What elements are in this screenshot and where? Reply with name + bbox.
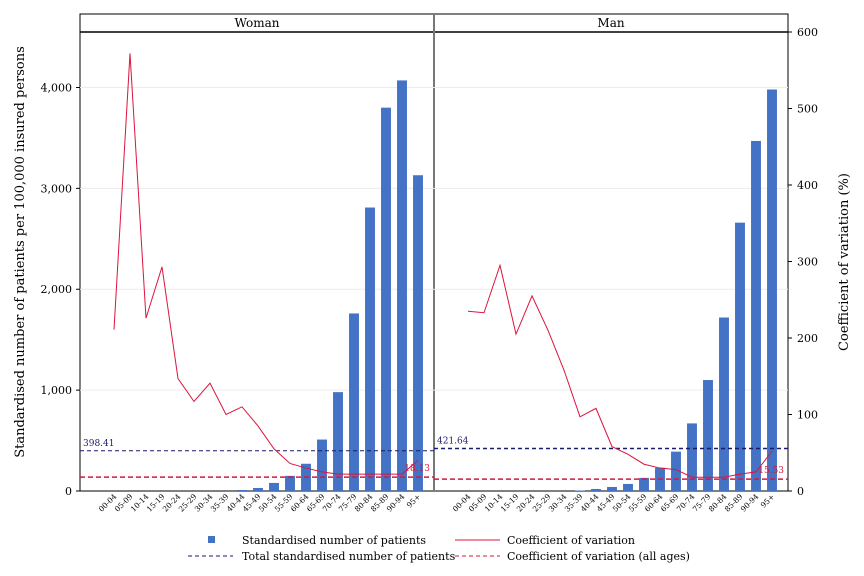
bar [735, 222, 745, 491]
right-tick-label: 100 [797, 409, 818, 422]
panel-title-man: Man [597, 16, 624, 30]
cv-all-annotation: 18.13 [404, 464, 430, 474]
cv-line [467, 263, 773, 478]
bar [413, 175, 423, 491]
gridlines [80, 86, 788, 391]
y-axis-left-label: Standardised number of patients per 100,… [13, 46, 28, 458]
bar [639, 477, 649, 491]
x-tick-label: 95+ [405, 492, 423, 510]
legend-cv-all-label: Coefficient of variation (all ages) [507, 550, 690, 563]
legend-cv-label: Coefficient of variation [507, 534, 635, 547]
bar [671, 451, 681, 491]
bar [703, 380, 713, 491]
bar [687, 423, 697, 491]
bar [575, 490, 585, 491]
legend-bars-label: Standardised number of patients [242, 534, 426, 547]
bar [591, 488, 601, 491]
bar [623, 483, 633, 491]
left-tick-label: 0 [65, 485, 72, 498]
total-annotation: 398.41 [83, 439, 115, 449]
bar [397, 80, 407, 491]
x-tick-label: 90-94 [385, 492, 407, 514]
right-tick-label: 300 [797, 256, 818, 269]
bar [285, 475, 295, 491]
bar [253, 487, 263, 491]
bar [751, 140, 761, 491]
annotations: 398.41 18.13 421.64 15.53 [83, 436, 784, 476]
right-axis: 0 100 200 300 400 500 600 [788, 26, 818, 498]
legend: Standardised number of patients Coeffici… [188, 534, 690, 563]
reference-lines [80, 447, 788, 480]
x-tick-label: 95+ [759, 492, 777, 510]
bar [767, 89, 777, 491]
right-tick-label: 600 [797, 26, 818, 39]
total-annotation: 421.64 [437, 436, 469, 446]
cv-line [113, 53, 419, 475]
left-axis: 0 1,000 2,000 3,000 4,000 [41, 81, 80, 498]
panel-title-woman: Woman [234, 16, 279, 30]
bar [333, 392, 343, 491]
x-tick-labels: 00-0405-0910-1415-1920-2425-2930-3435-39… [97, 492, 777, 514]
legend-bar-swatch [208, 536, 215, 543]
right-tick-label: 200 [797, 332, 818, 345]
left-tick-label: 4,000 [41, 81, 73, 94]
right-tick-label: 400 [797, 179, 818, 192]
bar [719, 317, 729, 491]
bar [365, 207, 375, 491]
bar [607, 486, 617, 491]
bar [349, 313, 359, 491]
left-tick-label: 3,000 [41, 182, 73, 195]
legend-total-label: Total standardised number of patients [242, 550, 456, 563]
y-axis-right-label: Coefficient of variation (%) [837, 173, 852, 351]
bar [237, 489, 247, 491]
bar [269, 482, 279, 491]
left-tick-label: 1,000 [41, 384, 73, 397]
cv-all-annotation: 15.53 [758, 466, 784, 476]
left-tick-label: 2,000 [41, 283, 73, 296]
bars [237, 80, 777, 492]
right-tick-label: 500 [797, 103, 818, 116]
bar [317, 439, 327, 491]
bar [381, 107, 391, 492]
right-tick-label: 0 [797, 485, 804, 498]
cv-lines [113, 53, 773, 478]
x-tick-label: 90-94 [739, 492, 761, 514]
